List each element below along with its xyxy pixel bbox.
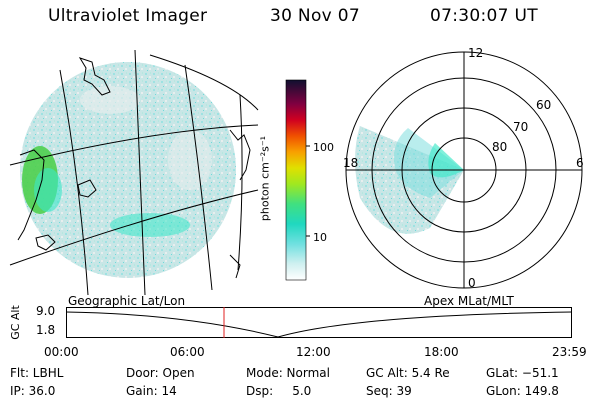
gc-alt-axis-label: GC Alt: [8, 305, 22, 340]
mlt-label-0: 0: [468, 276, 476, 290]
time-label: 07:30:07 UT: [430, 6, 538, 26]
geo-latitude-value: GLat: −51.1: [486, 366, 559, 380]
polar-grid: [345, 51, 583, 289]
gc-alt-tick-high: 9.0: [36, 304, 56, 318]
mlat-label-60: 60: [536, 98, 552, 112]
sequence-value: Seq: 39: [366, 384, 412, 398]
time-tick-0600: 06:00: [170, 345, 205, 359]
gc-alt-tick-low: 1.8: [36, 323, 56, 337]
time-tick-1800: 18:00: [424, 345, 459, 359]
instrument-title: Ultraviolet Imager: [48, 6, 208, 26]
time-tick-0000: 00:00: [44, 345, 79, 359]
filter-value: Flt: LBHL: [10, 366, 64, 380]
mlt-label-12: 12: [468, 46, 484, 60]
geographic-image-panel: [9, 49, 259, 295]
strip-frame: [66, 307, 572, 338]
door-status: Door: Open: [126, 366, 195, 380]
mlt-label-18: 18: [343, 156, 359, 170]
gc-altitude-value: GC Alt: 5.4 Re: [366, 366, 450, 380]
ip-value: IP: 36.0: [10, 384, 56, 398]
colorbar-label-100: 100: [313, 141, 334, 154]
date-label: 30 Nov 07: [270, 6, 360, 26]
gain-value: Gain: 14: [126, 384, 177, 398]
polar-mlat-mlt-plot: [345, 51, 583, 289]
time-tick-2359: 23:59: [552, 345, 587, 359]
dsp-value: Dsp: 5.0: [246, 384, 312, 398]
colorbar-label-10: 10: [313, 231, 327, 244]
coastline-outlines: [17, 57, 251, 279]
mlat-label-70: 70: [513, 120, 529, 134]
mlt-label-6: 6: [576, 156, 584, 170]
geographic-title: Geographic Lat/Lon: [68, 294, 186, 308]
time-tick-1200: 12:00: [296, 345, 331, 359]
colorbar-unit-label: photon cm⁻²s⁻¹: [258, 135, 272, 222]
geo-grid-lines: [9, 49, 259, 295]
mlat-label-80: 80: [492, 140, 508, 154]
uv-emission-disc: [20, 62, 236, 278]
gc-altitude-strip: [66, 307, 572, 338]
geo-longitude-value: GLon: 149.8: [486, 384, 559, 398]
altitude-curve: [66, 311, 572, 338]
mode-value: Mode: Normal: [246, 366, 330, 380]
intensity-colorbar: [285, 79, 310, 281]
apex-title: Apex MLat/MLT: [424, 294, 514, 308]
